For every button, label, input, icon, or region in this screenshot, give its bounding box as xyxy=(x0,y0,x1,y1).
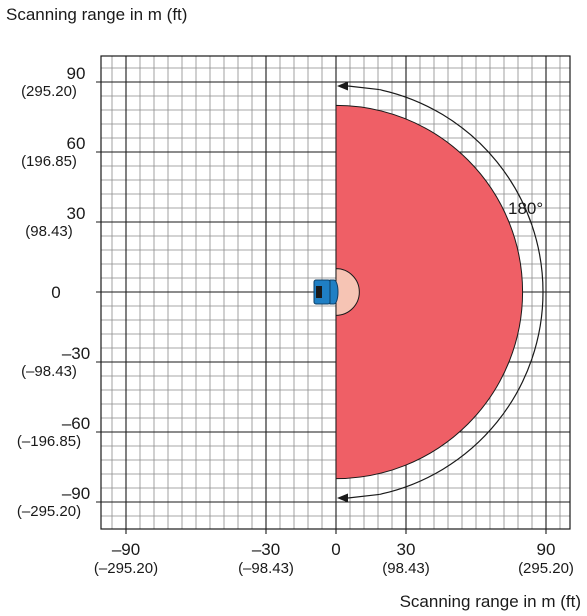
y-tick-label-m: 90 xyxy=(67,64,86,83)
y-tick-label-m: –30 xyxy=(62,344,90,363)
scan-field-area: 180° xyxy=(313,81,544,503)
x-tick-label-m: 30 xyxy=(397,540,416,559)
scan-angle-arc xyxy=(379,88,544,496)
bottom-axis-title: Scanning range in m (ft) xyxy=(400,592,581,611)
x-tick-label-m: –30 xyxy=(252,540,280,559)
grid-frame xyxy=(100,55,571,530)
x-tick-label-m: –90 xyxy=(112,540,140,559)
x-tick-label-ft: (–295.20) xyxy=(94,560,158,577)
y-tick-label-ft: (295.20) xyxy=(21,83,77,100)
x-axis-tick-labels: –90(–295.20) –30(–98.43) 0 30(98.43) 90(295.… xyxy=(94,540,574,577)
x-tick-label-ft: (98.43) xyxy=(382,560,430,577)
y-axis-tick-labels: 90(295.20) 60(196.85) 30(98.43) 0 –30(–98.43… xyxy=(17,64,90,520)
x-tick-label-ft: (295.20) xyxy=(518,560,574,577)
near-zone-semicircle xyxy=(335,268,360,316)
scanner-head xyxy=(329,279,339,305)
scanner-window xyxy=(316,286,322,298)
x-tick-label-ft: (–98.43) xyxy=(238,560,294,577)
scan-angle-label: 180° xyxy=(508,199,543,218)
x-tick-label-m: 90 xyxy=(537,540,556,559)
laser-scanner-icon xyxy=(313,279,339,305)
y-tick-label-m: 30 xyxy=(67,204,86,223)
y-tick-label-ft: (98.43) xyxy=(25,223,73,240)
arrowhead-top xyxy=(337,81,348,91)
y-tick-label-ft: (–295.20) xyxy=(17,503,81,520)
y-tick-label-m: –60 xyxy=(62,414,90,433)
scan-field-semicircle xyxy=(335,104,524,480)
y-tick-label-m: 60 xyxy=(67,134,86,153)
y-tick-label-ft: (–196.85) xyxy=(17,433,81,450)
y-tick-label-ft: (196.85) xyxy=(21,153,77,170)
arrowhead-bottom xyxy=(337,493,348,503)
x-tick-label-m: 0 xyxy=(331,540,340,559)
top-axis-title: Scanning range in m (ft) xyxy=(6,5,187,24)
y-tick-label-m: 0 xyxy=(51,283,60,302)
y-tick-label-ft: (–98.43) xyxy=(21,363,77,380)
y-tick-label-m: –90 xyxy=(62,484,90,503)
